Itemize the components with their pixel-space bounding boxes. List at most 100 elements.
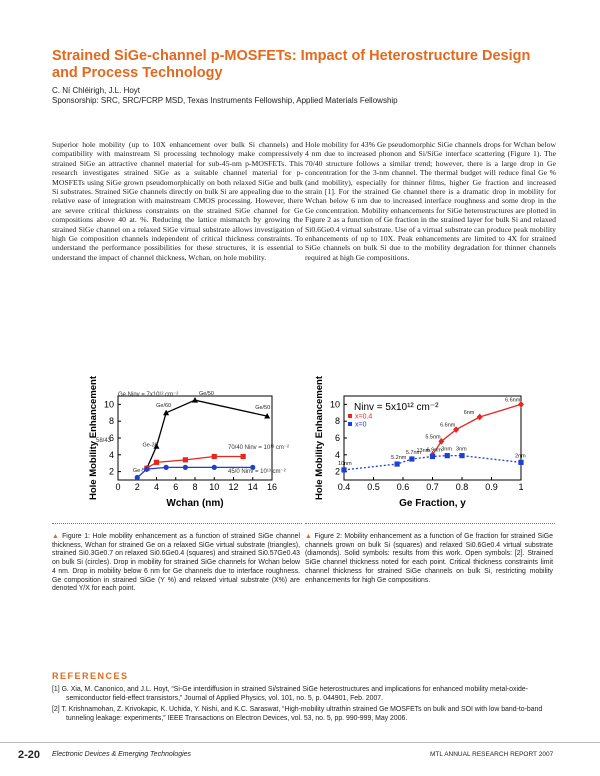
legend-label: x=0.4	[355, 414, 372, 421]
marker	[134, 474, 140, 481]
x-axis-title: Ge Fraction, y	[399, 498, 466, 509]
reference: [1] G. Xia, M. Canonico, and J.L. Hoyt, …	[52, 686, 528, 702]
series-line	[146, 455, 244, 469]
marker	[211, 453, 217, 460]
marker	[163, 409, 170, 416]
x-tick-label: 0.8	[456, 482, 469, 492]
marker	[192, 397, 198, 403]
marker	[518, 459, 524, 465]
paragraph: Superior hole mobility (up to 10X enhanc…	[52, 140, 303, 262]
marker	[211, 464, 217, 470]
y-tick-label: 2	[109, 467, 114, 477]
point-label: Ge/60	[156, 403, 171, 409]
point-label: Ge-50	[133, 468, 148, 474]
point-label: 6nm	[464, 410, 475, 416]
marker	[444, 453, 450, 459]
caption: Figure 1: Hole mobility enhancement as a…	[52, 533, 300, 594]
x-tick-label: 14	[248, 482, 258, 492]
title: Strained SiGe-channel p-MOSFETs: Impact …	[52, 48, 531, 81]
y-axis-title: Hole Mobility Enhancement	[314, 375, 325, 500]
marker	[409, 456, 415, 462]
x-tick-label: 0.7	[426, 482, 439, 492]
marker	[182, 464, 188, 470]
point-label: 6.6nm	[505, 397, 521, 403]
point-label: Ge-30	[143, 442, 158, 448]
paragraph: Hole mobility for 43% Ge pseudomorphic S…	[305, 140, 556, 262]
marker	[438, 437, 445, 445]
marker	[182, 457, 188, 463]
marker	[250, 464, 256, 470]
y-tick-label: 8	[335, 416, 340, 426]
point-label: 3nm	[441, 447, 452, 453]
y-tick-label: 4	[335, 450, 340, 460]
report: MTL ANNUAL RESEARCH REPORT 2007	[430, 751, 554, 758]
point-label: 6.9nm	[427, 447, 443, 453]
point-label: 13nm	[417, 448, 431, 454]
point-label: 5.5nm	[425, 434, 441, 440]
annotation: 58/43	[96, 438, 112, 444]
annotation: Ge Ninv = 7x10¹² cm⁻²	[118, 392, 178, 398]
separator	[52, 523, 302, 524]
y-tick-label: 8	[109, 416, 114, 426]
x-tick-label: 0	[115, 482, 120, 492]
series-line	[146, 399, 268, 469]
reference: [2] T. Krishnamohan, Z. Krivokapic, K. U…	[52, 706, 543, 722]
point-label: 6.6nm	[440, 423, 456, 429]
x-tick-label: 10	[209, 482, 219, 492]
legend-swatch	[348, 414, 352, 418]
x-tick-label: 0.9	[485, 482, 498, 492]
footer: 2-20 Electronic Devices & Emerging Techn…	[0, 742, 600, 763]
point-label: Ge/50	[255, 405, 270, 411]
point-label: 5.2nm	[391, 455, 407, 461]
x-tick-label: 0.6	[397, 482, 410, 492]
point-label: 5.7nm	[406, 450, 422, 456]
point-label: 10nm	[338, 461, 352, 467]
marker	[144, 466, 150, 472]
authors: C. Ní Chléirigh, J.L. Hoyt	[52, 86, 141, 95]
section: Electronic Devices & Emerging Technologi…	[52, 751, 192, 758]
y-tick-label: 4	[109, 450, 114, 460]
x-tick-label: 16	[267, 482, 277, 492]
x-tick-label: 0.5	[367, 482, 380, 492]
x-tick-label: 12	[228, 482, 238, 492]
y-tick-label: 10	[330, 399, 340, 409]
y-tick-label: 6	[335, 433, 340, 443]
point-label: 2nm	[515, 453, 526, 459]
y-tick-label: 2	[335, 467, 340, 477]
marker	[153, 443, 160, 449]
x-tick-label: 2	[135, 482, 140, 492]
marker	[453, 426, 460, 433]
marker	[163, 464, 169, 470]
x-tick-label: 4	[154, 482, 159, 492]
references-heading: REFERENCES	[52, 671, 129, 681]
annotation: Ninv = 5x10¹² cm⁻²	[354, 402, 439, 413]
marker	[518, 401, 524, 408]
legend-swatch	[348, 422, 352, 426]
annotation: 45/0 Ninv = 10¹³ cm⁻²	[228, 469, 286, 475]
sponsorship: Sponsorship: SRC, SRC/FCRP MSD, Texas In…	[52, 96, 398, 105]
marker	[264, 412, 271, 419]
legend-label: x=0	[355, 422, 367, 429]
marker	[476, 413, 483, 421]
marker	[394, 461, 400, 467]
marker	[240, 453, 246, 460]
annotation: 70/40 Ninv = 10¹³ cm⁻²	[228, 445, 289, 451]
x-axis-title: Wchan (nm)	[166, 498, 223, 509]
x-tick-label: 1	[518, 482, 523, 492]
point-label: 3nm	[456, 447, 467, 453]
point-label: Ge/50	[199, 391, 214, 397]
marker	[429, 453, 436, 460]
x-tick-label: 8	[192, 482, 197, 492]
separator	[305, 523, 555, 524]
page-number: 2-20	[18, 749, 41, 761]
caption: Figure 2: Mobility enhancement as a func…	[305, 533, 553, 585]
x-tick-label: 6	[173, 482, 178, 492]
x-tick-label: 0.4	[338, 482, 351, 492]
y-axis-title: Hole Mobility Enhancement	[88, 375, 99, 500]
marker	[459, 453, 465, 459]
chart: 0.4 0.5 0.6 0.7 0.8 0.9 1 2 4 6 8 10 Ge Fraction, y H…	[314, 375, 526, 509]
y-tick-label: 6	[109, 433, 114, 443]
y-tick-label: 10	[104, 399, 114, 409]
